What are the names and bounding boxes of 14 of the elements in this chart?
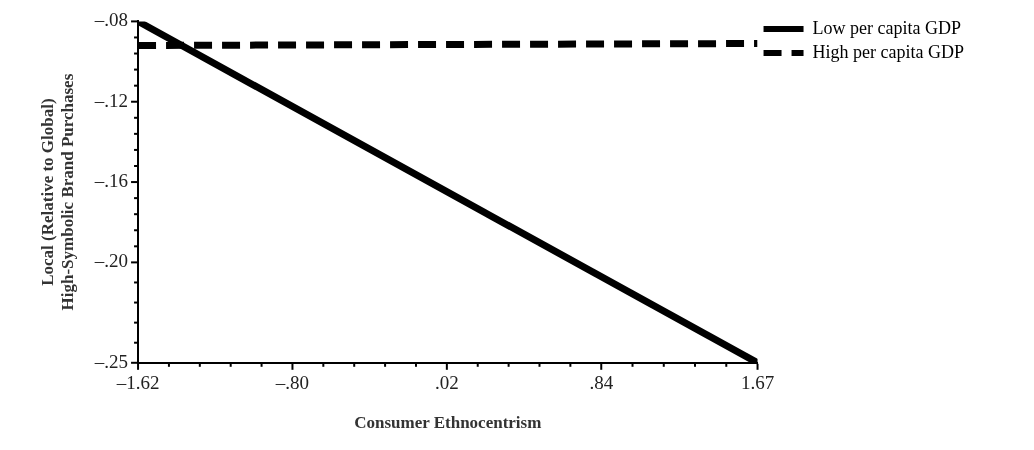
y-tick-label: –.16 bbox=[93, 170, 129, 192]
x-axis-title: Consumer Ethnocentrism bbox=[354, 413, 542, 433]
x-tick-label: –1.62 bbox=[115, 372, 160, 394]
x-tick-label: .84 bbox=[589, 372, 614, 394]
y-tick-label: –.25 bbox=[93, 350, 129, 372]
y-axis-title: Local (Relative to Global) High-Symbolic Brand Purchases bbox=[37, 73, 77, 311]
legend-label: High per capita GDP bbox=[812, 41, 965, 62]
y-tick-label: –.08 bbox=[93, 9, 129, 31]
legend-label: Low per capita GDP bbox=[812, 17, 962, 38]
y-tick-label: –.20 bbox=[93, 250, 129, 272]
y-tick-label: –.12 bbox=[93, 89, 129, 111]
x-tick-label: –.80 bbox=[274, 372, 310, 394]
x-tick-label: .02 bbox=[434, 372, 459, 394]
x-tick-label: 1.67 bbox=[740, 372, 775, 394]
